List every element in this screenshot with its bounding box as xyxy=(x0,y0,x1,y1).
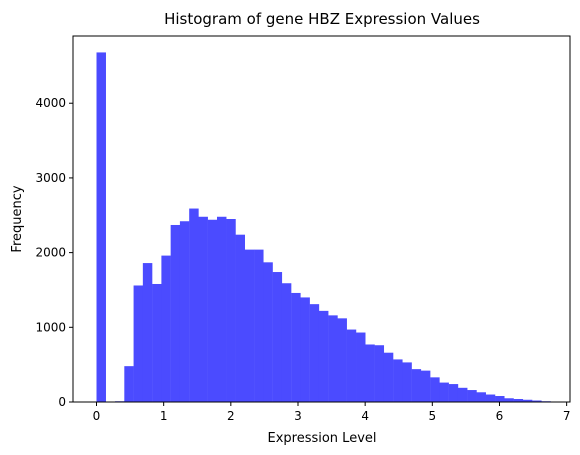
chart-title: Histogram of gene HBZ Expression Values xyxy=(164,10,480,28)
histogram-bar xyxy=(383,352,394,402)
histogram-bar xyxy=(133,285,144,402)
histogram-bar xyxy=(457,387,468,402)
histogram-bar xyxy=(411,369,422,402)
histogram-bar xyxy=(263,262,273,402)
histogram-bar xyxy=(291,292,301,402)
y-tick-label: 3000 xyxy=(35,171,66,185)
y-tick-label: 0 xyxy=(58,395,66,409)
histogram-bar xyxy=(161,255,171,402)
histogram-bar xyxy=(365,344,375,402)
x-tick-label: 6 xyxy=(496,409,504,423)
x-tick-label: 2 xyxy=(227,409,235,423)
histogram-bar xyxy=(254,249,264,402)
histogram-bar xyxy=(124,366,134,402)
histogram-bar xyxy=(300,297,310,402)
histogram-bar xyxy=(318,310,329,402)
y-axis-label: Frequency xyxy=(10,185,25,252)
histogram-bar xyxy=(281,283,292,402)
histogram-bar xyxy=(476,392,486,402)
bar-group xyxy=(96,52,561,403)
histogram-bar xyxy=(189,208,199,402)
histogram-bar xyxy=(448,384,459,402)
histogram-bar xyxy=(328,315,338,402)
histogram-bar xyxy=(393,359,403,402)
plot-frame xyxy=(72,35,571,403)
histogram-bar xyxy=(198,216,208,402)
y-tick-label: 4000 xyxy=(35,96,66,110)
x-tick-label: 5 xyxy=(428,409,436,423)
x-tick-label: 7 xyxy=(563,409,571,423)
plot-area: 0 1 2 3 4 5 6 7 0 1000 2000 3000 4000 xyxy=(35,35,571,423)
histogram-bar xyxy=(272,272,283,402)
x-axis-ticks: 0 1 2 3 4 5 6 7 xyxy=(93,402,571,423)
histogram-bar xyxy=(244,249,255,402)
histogram-bar xyxy=(235,234,245,402)
histogram-bar xyxy=(504,398,514,402)
x-tick-label: 0 xyxy=(93,409,101,423)
histogram-bar xyxy=(467,390,477,402)
histogram-bar xyxy=(217,216,227,402)
histogram-bar xyxy=(337,318,347,402)
histogram-bar xyxy=(96,52,106,403)
histogram-bar xyxy=(374,345,385,402)
y-tick-label: 1000 xyxy=(35,320,66,334)
x-tick-label: 3 xyxy=(294,409,302,423)
histogram-bar xyxy=(179,221,190,402)
histogram-bar xyxy=(356,332,366,402)
histogram-bar xyxy=(485,394,496,402)
histogram-bar xyxy=(513,399,524,402)
histogram-bar xyxy=(522,399,533,402)
histogram-bar xyxy=(226,219,236,402)
histogram-bar xyxy=(532,400,542,402)
histogram-bar xyxy=(152,283,162,402)
histogram-bar xyxy=(420,370,431,402)
histogram-bar xyxy=(439,382,449,402)
histogram-bar xyxy=(309,304,320,402)
x-axis-label: Expression Level xyxy=(267,431,376,446)
x-tick-label: 1 xyxy=(160,409,168,423)
histogram-bar xyxy=(142,263,153,402)
histogram-bar xyxy=(207,219,218,402)
y-tick-label: 2000 xyxy=(35,246,66,260)
histogram-bar xyxy=(346,329,357,402)
y-axis-ticks: 0 1000 2000 3000 4000 xyxy=(35,96,73,409)
histogram-bar xyxy=(495,396,505,402)
x-tick-label: 4 xyxy=(361,409,369,423)
histogram-bar xyxy=(402,362,412,402)
histogram-bar xyxy=(170,224,181,402)
histogram-bar xyxy=(430,377,440,402)
